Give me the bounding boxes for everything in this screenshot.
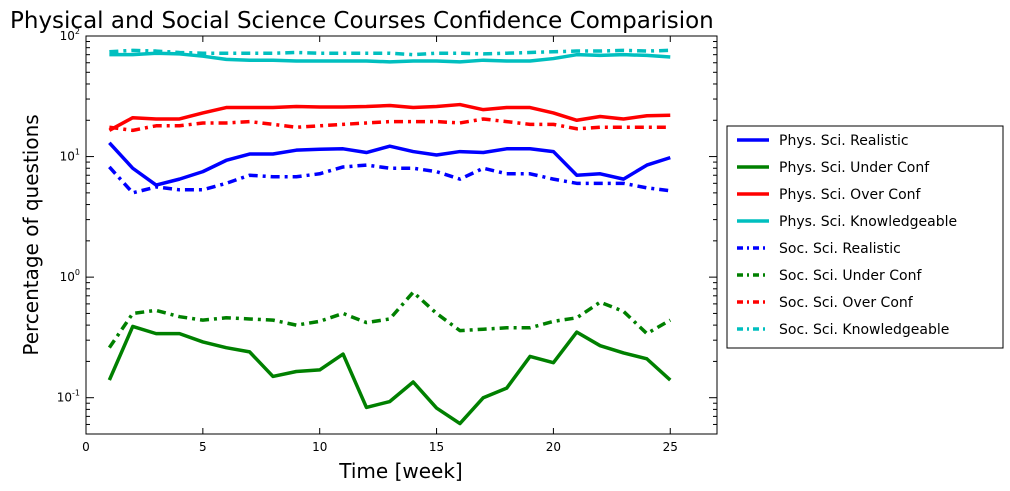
legend-label: Soc. Sci. Under Conf bbox=[779, 268, 922, 284]
plot-area: 0 5 10 15 20 25 10-1 100 101 102 bbox=[57, 27, 718, 454]
series-line-phys-sci-over-conf bbox=[108, 102, 671, 132]
x-tick-label: 10 bbox=[312, 440, 327, 454]
chart-title: Physical and Social Science Courses Conf… bbox=[10, 8, 714, 34]
legend-label: Phys. Sci. Under Conf bbox=[779, 160, 930, 176]
legend-label: Phys. Sci. Realistic bbox=[779, 133, 909, 149]
legend-box bbox=[726, 125, 1004, 349]
x-tick-label: 20 bbox=[546, 440, 561, 454]
y-tick-label: 10-1 bbox=[57, 389, 80, 405]
x-tick-label: 25 bbox=[663, 440, 678, 454]
plot-frame bbox=[85, 35, 718, 435]
series-line-phys-sci-under-conf bbox=[107, 324, 672, 426]
legend-label: Soc. Sci. Over Conf bbox=[779, 295, 914, 311]
ticks-layer: 0 5 10 15 20 25 10-1 100 101 102 bbox=[57, 27, 717, 454]
y-axis-label: Percentage of questions bbox=[19, 114, 43, 355]
legend-label: Soc. Sci. Knowledgeable bbox=[779, 322, 949, 338]
series-line-soc-sci-realistic bbox=[108, 163, 671, 195]
series-line-soc-sci-knowledgeable bbox=[109, 48, 671, 57]
legend-label: Phys. Sci. Over Conf bbox=[779, 187, 922, 203]
legend-label: Phys. Sci. Knowledgeable bbox=[779, 214, 957, 230]
series-layer bbox=[107, 48, 672, 426]
series-line-phys-sci-knowledgeable bbox=[109, 51, 671, 64]
series-line-soc-sci-over-conf bbox=[109, 117, 671, 133]
legend: Phys. Sci. Realistic Phys. Sci. Under Con… bbox=[726, 125, 1004, 349]
x-tick-label: 15 bbox=[429, 440, 444, 454]
legend-label: Soc. Sci. Realistic bbox=[779, 241, 901, 257]
x-tick-label: 0 bbox=[82, 440, 90, 454]
series-line-phys-sci-realistic bbox=[108, 141, 671, 187]
y-tick-label: 101 bbox=[60, 148, 80, 164]
x-tick-label: 5 bbox=[199, 440, 207, 454]
x-axis-label: Time [week] bbox=[338, 459, 462, 483]
series-line-soc-sci-under-conf bbox=[107, 290, 672, 349]
y-tick-label: 102 bbox=[60, 27, 80, 43]
y-tick-label: 100 bbox=[60, 268, 80, 284]
